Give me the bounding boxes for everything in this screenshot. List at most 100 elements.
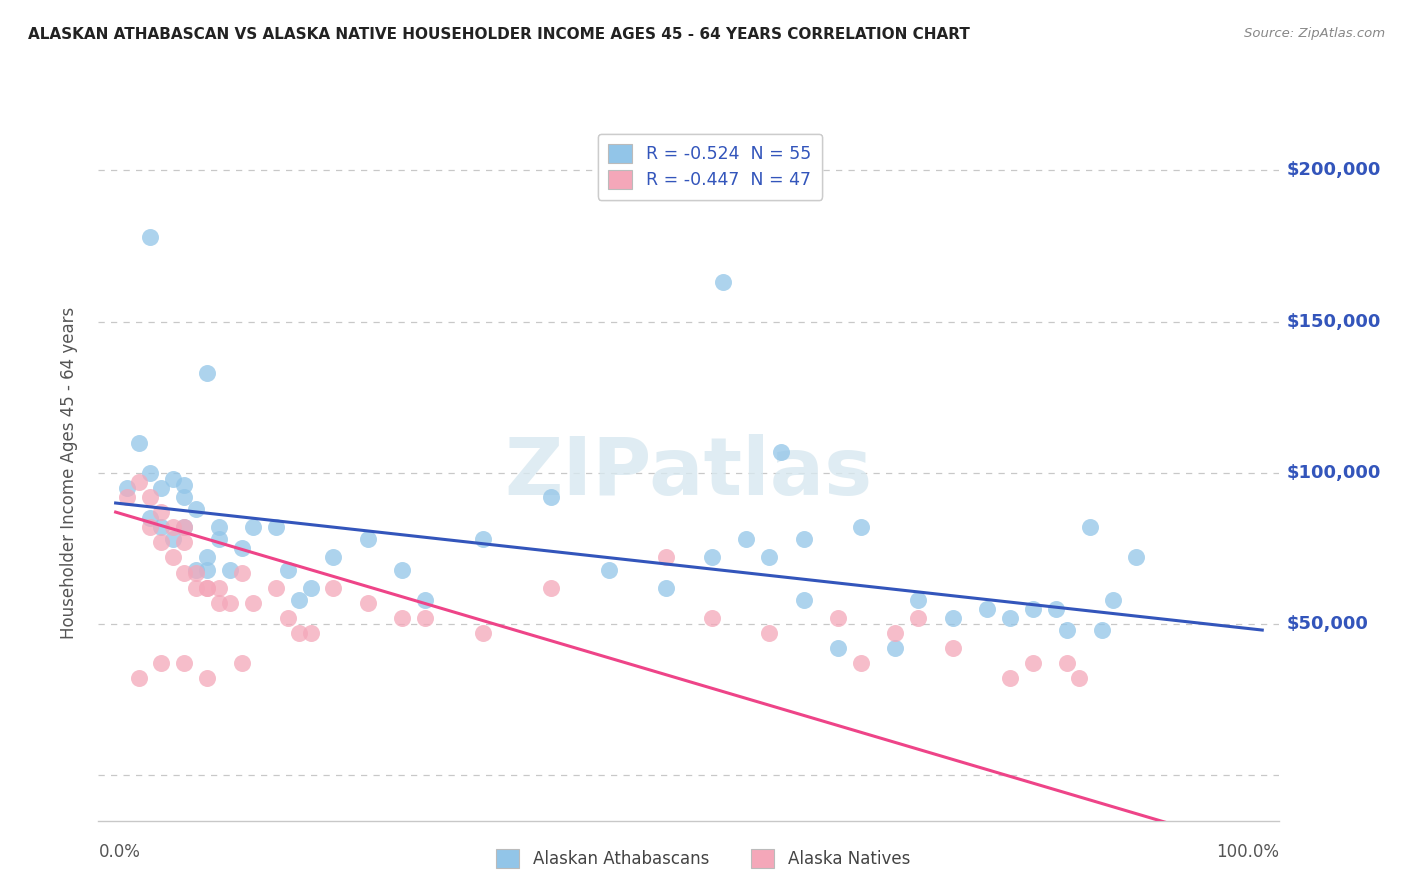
- Text: $100,000: $100,000: [1286, 464, 1381, 482]
- Point: [231, 566, 253, 580]
- Text: ALASKAN ATHABASCAN VS ALASKA NATIVE HOUSEHOLDER INCOME AGES 45 - 64 YEARS CORREL: ALASKAN ATHABASCAN VS ALASKA NATIVE HOUS…: [28, 27, 970, 42]
- Point: [655, 550, 678, 565]
- Y-axis label: Householder Income Ages 45 - 64 years: Householder Income Ages 45 - 64 years: [59, 307, 77, 639]
- Point: [219, 563, 242, 577]
- Point: [1102, 592, 1125, 607]
- Point: [655, 581, 678, 595]
- Legend: Alaskan Athabascans, Alaska Natives: Alaskan Athabascans, Alaska Natives: [489, 843, 917, 875]
- Point: [711, 275, 734, 289]
- Point: [115, 481, 138, 495]
- Point: [1022, 657, 1045, 671]
- Point: [976, 602, 998, 616]
- Point: [299, 626, 322, 640]
- Point: [277, 611, 299, 625]
- Point: [139, 511, 162, 525]
- Text: Source: ZipAtlas.com: Source: ZipAtlas.com: [1244, 27, 1385, 40]
- Point: [139, 490, 162, 504]
- Point: [1091, 623, 1114, 637]
- Point: [162, 472, 184, 486]
- Point: [540, 581, 562, 595]
- Point: [173, 535, 195, 549]
- Text: ZIPatlas: ZIPatlas: [505, 434, 873, 512]
- Point: [299, 581, 322, 595]
- Point: [128, 475, 150, 489]
- Point: [700, 550, 723, 565]
- Text: $50,000: $50,000: [1286, 615, 1368, 633]
- Point: [793, 533, 815, 547]
- Point: [208, 581, 231, 595]
- Point: [208, 596, 231, 610]
- Point: [115, 490, 138, 504]
- Point: [471, 626, 494, 640]
- Point: [173, 520, 195, 534]
- Point: [1056, 657, 1078, 671]
- Point: [758, 550, 780, 565]
- Point: [413, 611, 436, 625]
- Point: [793, 592, 815, 607]
- Point: [758, 626, 780, 640]
- Point: [195, 672, 218, 686]
- Point: [884, 641, 907, 656]
- Point: [150, 505, 173, 519]
- Point: [288, 626, 311, 640]
- Point: [264, 581, 287, 595]
- Point: [208, 520, 231, 534]
- Point: [231, 657, 253, 671]
- Point: [1056, 623, 1078, 637]
- Point: [195, 563, 218, 577]
- Point: [1125, 550, 1147, 565]
- Point: [195, 581, 218, 595]
- Point: [150, 535, 173, 549]
- Legend: R = -0.524  N = 55, R = -0.447  N = 47: R = -0.524 N = 55, R = -0.447 N = 47: [598, 134, 823, 200]
- Point: [998, 611, 1021, 625]
- Point: [231, 541, 253, 556]
- Point: [849, 657, 872, 671]
- Point: [998, 672, 1021, 686]
- Point: [1022, 602, 1045, 616]
- Point: [162, 520, 184, 534]
- Point: [173, 490, 195, 504]
- Point: [173, 657, 195, 671]
- Point: [139, 520, 162, 534]
- Text: $150,000: $150,000: [1286, 312, 1381, 331]
- Point: [195, 366, 218, 380]
- Point: [827, 641, 849, 656]
- Point: [357, 533, 380, 547]
- Point: [173, 566, 195, 580]
- Point: [942, 641, 965, 656]
- Point: [162, 533, 184, 547]
- Point: [162, 550, 184, 565]
- Point: [139, 466, 162, 480]
- Point: [150, 657, 173, 671]
- Point: [1078, 520, 1101, 534]
- Text: $200,000: $200,000: [1286, 161, 1381, 179]
- Text: 0.0%: 0.0%: [98, 843, 141, 861]
- Point: [150, 520, 173, 534]
- Point: [907, 611, 929, 625]
- Point: [942, 611, 965, 625]
- Point: [288, 592, 311, 607]
- Point: [849, 520, 872, 534]
- Point: [540, 490, 562, 504]
- Point: [391, 611, 413, 625]
- Point: [195, 581, 218, 595]
- Point: [322, 581, 344, 595]
- Point: [700, 611, 723, 625]
- Point: [184, 563, 207, 577]
- Point: [139, 229, 162, 244]
- Point: [184, 502, 207, 516]
- Point: [264, 520, 287, 534]
- Point: [907, 592, 929, 607]
- Point: [827, 611, 849, 625]
- Point: [184, 566, 207, 580]
- Point: [1067, 672, 1090, 686]
- Point: [1045, 602, 1067, 616]
- Point: [322, 550, 344, 565]
- Point: [277, 563, 299, 577]
- Point: [769, 444, 792, 458]
- Point: [128, 672, 150, 686]
- Point: [219, 596, 242, 610]
- Point: [598, 563, 620, 577]
- Point: [208, 533, 231, 547]
- Point: [471, 533, 494, 547]
